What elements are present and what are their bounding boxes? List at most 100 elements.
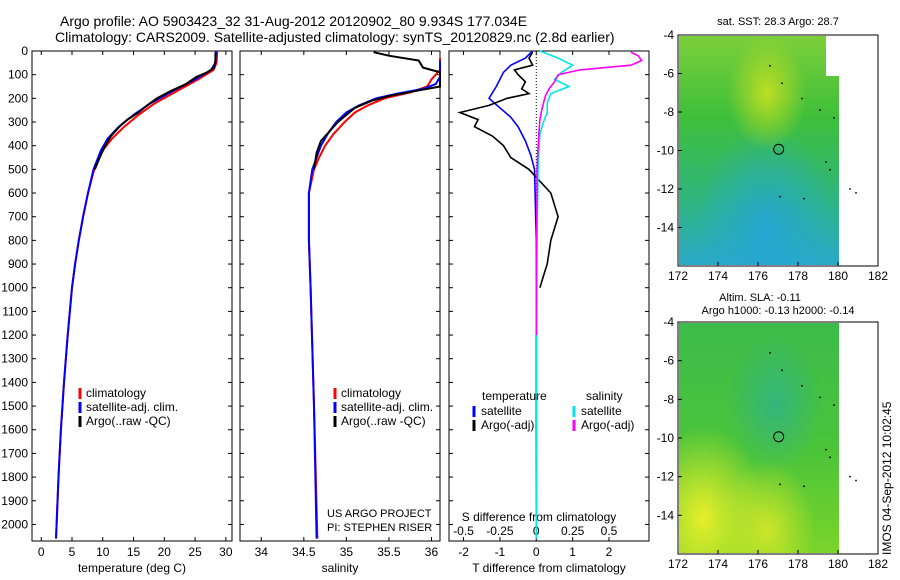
island-dot — [825, 161, 827, 163]
x-tick-label: -1 — [495, 545, 506, 559]
map-y-tick-label: -10 — [657, 144, 675, 158]
x-axis-label: T difference from climatology — [472, 561, 626, 575]
legend-header: temperature — [482, 389, 547, 403]
island-dot — [849, 188, 851, 190]
difference-panel: -2 -1 0 1 2 T difference from climatology -0.5… — [448, 50, 650, 575]
map-x-tick-label: 174 — [708, 557, 728, 571]
map-y-tick-label: -8 — [663, 392, 674, 406]
title-line-2: Climatology: CARS2009. Satellite-adjuste… — [55, 29, 615, 45]
y-tick-label: 1800 — [1, 470, 28, 484]
legend-label: Argo(-adj) — [481, 418, 534, 432]
series-line — [313, 51, 441, 170]
x-tick-label: 25 — [188, 545, 202, 559]
map-y-tick-label: -6 — [663, 67, 674, 81]
x-tick-label: 10 — [96, 545, 110, 559]
argo-position-marker — [773, 143, 785, 155]
legend-label: climatology — [341, 386, 401, 400]
sla-map-panel: Altim. SLA: -0.11 Argo h1000: -0.13 h200… — [657, 292, 889, 571]
island-dot — [803, 197, 805, 200]
x-tick-label: 0 — [38, 545, 45, 559]
map-x-tick-label: 182 — [868, 557, 888, 571]
temperature-panel: 0 5 10 15 20 25 30 temperature (deg C) 0 100 200 30… — [1, 44, 233, 575]
map-y-tick-label: -6 — [663, 354, 674, 368]
island-dot — [803, 485, 805, 488]
credit-line-1: US ARGO PROJECT — [327, 508, 432, 520]
sla-map-axes: 172 174 176 178 180 182 -4 -6 -8 -10 -12 -14 — [657, 315, 889, 571]
map-y-tick-label: -4 — [663, 315, 674, 329]
x-tick-label: 30 — [219, 545, 233, 559]
x-tick-label: 2 — [606, 545, 613, 559]
sst-map-title: sat. SST: 28.3 Argo: 28.7 — [717, 16, 839, 28]
island-dot — [829, 456, 831, 459]
title-line-1: Argo profile: AO 5903423_32 31-Aug-2012 … — [60, 13, 527, 29]
legend-label: satellite — [581, 404, 622, 418]
x-tick-label: 35 — [340, 545, 354, 559]
island-dot — [819, 109, 821, 111]
y-tick-label: 400 — [8, 139, 28, 153]
island-dot — [781, 369, 783, 372]
legend-label: climatology — [86, 386, 146, 400]
sst-map-land-gap — [826, 36, 839, 76]
x-tick-label: 15 — [127, 545, 141, 559]
y-tick-label: 1600 — [1, 423, 28, 437]
y-tick-label: 900 — [8, 257, 28, 271]
y-tick-label: 1900 — [1, 494, 28, 508]
map-x-tick-label: 172 — [668, 269, 688, 283]
y-tick-label: 100 — [8, 68, 28, 82]
map-x-tick-label: 178 — [788, 269, 808, 283]
x-tick-label: -2 — [458, 545, 469, 559]
sla-map-subtitle: Argo h1000: -0.13 h2000: -0.14 — [702, 305, 855, 317]
top-tick-label: -0.5 — [453, 524, 474, 538]
timestamp-label: IMOS 04-Sep-2012 10:02:45 — [880, 401, 894, 555]
island-dot — [779, 195, 781, 198]
island-dot — [829, 168, 831, 171]
map-x-tick-label: 182 — [868, 269, 888, 283]
map-y-tick-label: -8 — [663, 105, 674, 119]
island-dot — [833, 116, 835, 119]
top-tick-label: -0.25 — [486, 524, 514, 538]
sst-map-field-yellow — [679, 36, 839, 265]
credit-line-2: PI: STEPHEN RISER — [327, 522, 432, 534]
island-dot — [833, 404, 835, 407]
argo-position-marker — [773, 431, 785, 443]
series-line — [93, 52, 217, 170]
map-y-tick-label: -14 — [657, 508, 675, 522]
series-line — [307, 60, 441, 539]
x-tick-label: 36 — [425, 545, 439, 559]
y-tick-label: 1300 — [1, 352, 28, 366]
sla-map-field-yellow-2 — [679, 323, 839, 553]
x-tick-label: 5 — [69, 545, 76, 559]
map-x-tick-label: 172 — [668, 557, 688, 571]
y-tick-label: 1500 — [1, 399, 28, 413]
map-y-tick-label: -14 — [657, 221, 675, 235]
y-tick-label: 800 — [8, 233, 28, 247]
y-tick-label: 300 — [8, 115, 28, 129]
island-dot — [855, 191, 857, 194]
panel-title: S difference from climatology — [462, 510, 617, 524]
x-axis-label: temperature (deg C) — [78, 561, 186, 575]
legend-label: Argo(..raw -QC) — [341, 414, 426, 428]
y-tick-label: 700 — [8, 210, 28, 224]
y-tick-label: 1400 — [1, 375, 28, 389]
top-tick-label: 0.5 — [601, 524, 618, 538]
x-tick-label: 34.5 — [292, 545, 316, 559]
x-axis-label: salinity — [322, 561, 359, 575]
sla-map-title: Altim. SLA: -0.11 — [719, 292, 801, 304]
island-dot — [769, 352, 771, 354]
map-x-tick-label: 176 — [748, 557, 768, 571]
map-y-tick-label: -4 — [663, 28, 674, 42]
map-x-tick-label: 180 — [828, 557, 848, 571]
map-y-tick-label: -10 — [657, 431, 675, 445]
panel-frame — [448, 50, 650, 542]
y-tick-label: 500 — [8, 162, 28, 176]
legend-header: salinity — [586, 389, 623, 403]
island-dot — [801, 384, 803, 387]
y-tick-label: 0 — [21, 44, 28, 58]
y-tick-label: 1000 — [1, 281, 28, 295]
island-dot — [819, 396, 821, 399]
y-tick-label: 2000 — [1, 517, 28, 531]
map-x-tick-label: 174 — [708, 269, 728, 283]
x-tick-label: 1 — [569, 545, 576, 559]
island-dot — [825, 448, 827, 451]
